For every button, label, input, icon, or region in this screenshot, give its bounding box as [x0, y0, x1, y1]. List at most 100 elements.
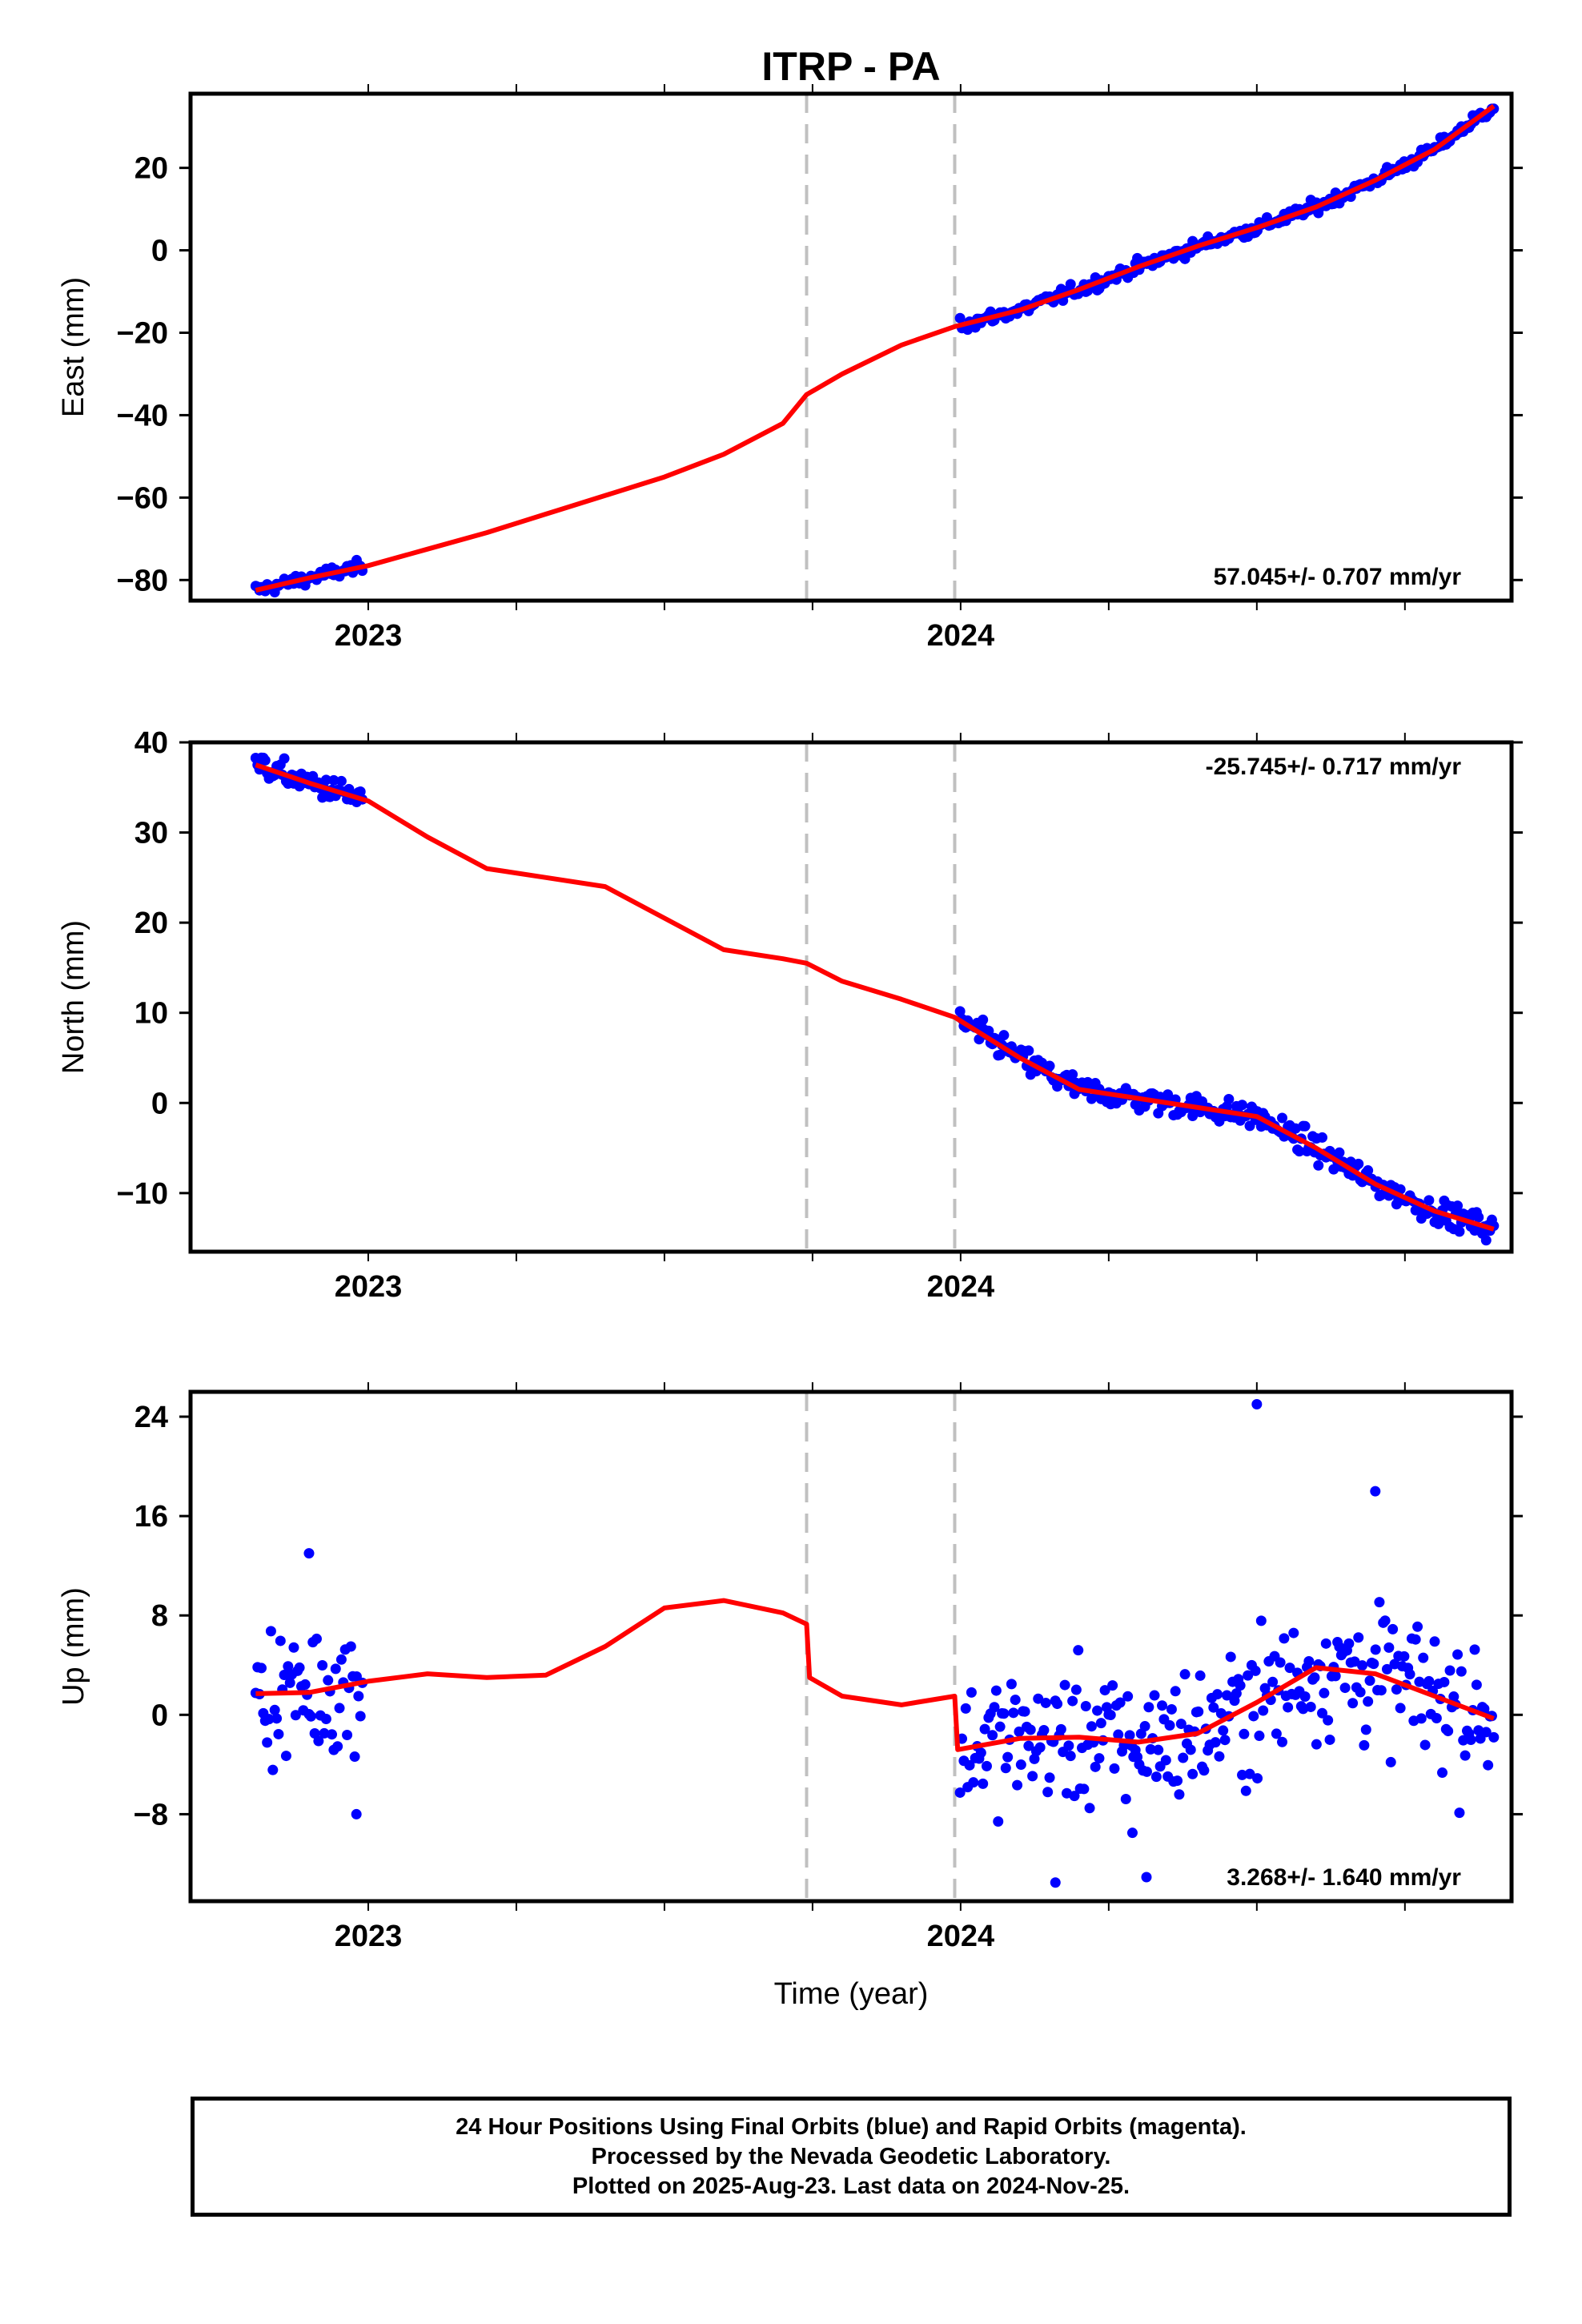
rate-label: 57.045+/- 0.707 mm/yr: [1214, 564, 1462, 590]
data-point: [1105, 1709, 1116, 1720]
data-point: [355, 786, 366, 797]
data-point: [267, 1764, 279, 1775]
data-points: [250, 1399, 1500, 1888]
data-point: [1353, 1158, 1364, 1169]
data-point: [1210, 1737, 1221, 1748]
panel-2: 40 30 20 10 0 −10 2023 2024 North (mm) -25.745+/-…: [57, 726, 1523, 1304]
data-point: [1299, 1691, 1311, 1702]
data-point: [1363, 1165, 1374, 1176]
data-point: [327, 1729, 338, 1740]
data-point: [975, 1747, 986, 1759]
data-point: [299, 1679, 311, 1690]
data-point: [987, 1730, 998, 1741]
data-point: [1084, 1803, 1095, 1814]
data-point: [311, 1633, 322, 1644]
data-point: [1023, 1740, 1034, 1751]
panel-1: 20 0 −20 −40 −60 −80 2023 2024 East (mm) 57.045+/…: [57, 84, 1523, 653]
data-point: [1454, 1226, 1465, 1237]
data-points: [250, 752, 1500, 1246]
data-point: [998, 1708, 1010, 1719]
x-tick-label: 2023: [335, 1920, 403, 1953]
y-tick-label: 20: [135, 907, 168, 940]
data-point: [1067, 1069, 1078, 1080]
data-point: [1370, 1644, 1381, 1655]
data-point: [1065, 279, 1076, 290]
data-point: [1221, 1690, 1232, 1701]
data-point: [265, 1626, 276, 1637]
rate-label: -25.745+/- 0.717 mm/yr: [1206, 754, 1462, 780]
plot-frame: [188, 91, 1514, 603]
data-point: [954, 312, 966, 324]
data-point: [1404, 1669, 1415, 1680]
data-point: [1052, 1699, 1063, 1710]
data-point: [263, 1714, 275, 1725]
data-point: [1364, 1675, 1375, 1687]
data-point: [1063, 1740, 1074, 1751]
data-point: [1014, 1726, 1025, 1737]
data-point: [279, 753, 290, 764]
data-point: [1363, 1696, 1374, 1707]
panel-3: 24 16 8 0 −8 2023 2024 Up (mm) 3.268+/- 1.640 mm…: [57, 1382, 1523, 1953]
data-point: [1275, 1657, 1286, 1668]
data-point: [1157, 1700, 1168, 1711]
model-line: [255, 1598, 1495, 1752]
data-point: [1437, 1767, 1448, 1779]
data-point: [1410, 1634, 1421, 1645]
data-point: [1277, 1112, 1288, 1124]
data-point: [1055, 1723, 1066, 1735]
data-point: [983, 1025, 994, 1036]
data-point: [1456, 1666, 1467, 1677]
data-point: [280, 1751, 291, 1762]
data-point: [1000, 1763, 1011, 1774]
data-point: [1070, 1684, 1082, 1695]
data-point: [998, 1030, 1010, 1041]
data-point: [1187, 1768, 1199, 1779]
data-point: [294, 1662, 305, 1673]
data-point: [1015, 1759, 1026, 1771]
data-point: [1387, 1623, 1399, 1634]
data-point: [1166, 1703, 1177, 1715]
y-tick-label: −40: [117, 399, 168, 432]
data-point: [1044, 1060, 1055, 1072]
data-point: [1008, 1707, 1019, 1719]
data-point: [353, 1691, 364, 1702]
data-point: [1294, 1146, 1305, 1157]
data-point: [1109, 1763, 1120, 1774]
data-point: [1141, 1766, 1152, 1777]
data-point: [1359, 1739, 1370, 1751]
data-point: [990, 1685, 1002, 1696]
data-point: [1012, 1779, 1023, 1791]
data-point: [1179, 1669, 1191, 1680]
data-point: [1284, 1663, 1295, 1674]
data-point: [1277, 1736, 1288, 1747]
data-point: [1444, 1665, 1456, 1676]
data-point: [1454, 1807, 1465, 1819]
data-point: [1347, 1698, 1359, 1709]
data-point: [1044, 1772, 1055, 1783]
data-point: [256, 1663, 267, 1674]
data-point: [1160, 1755, 1171, 1766]
data-point: [1465, 1735, 1476, 1745]
data-point: [1299, 1120, 1311, 1132]
data-point: [1042, 1787, 1054, 1798]
data-point: [1324, 1734, 1335, 1745]
data-point: [1153, 1744, 1164, 1755]
data-point: [1323, 1715, 1334, 1726]
data-point: [1033, 1693, 1044, 1704]
data-point: [1231, 1688, 1242, 1699]
data-point: [1319, 1687, 1330, 1699]
data-point: [1483, 1759, 1494, 1771]
data-point: [1355, 1687, 1366, 1698]
data-point: [1092, 1705, 1103, 1716]
data-point: [960, 1703, 971, 1714]
data-point: [1223, 1093, 1235, 1104]
data-point: [1317, 1132, 1328, 1143]
data-point: [284, 1677, 295, 1688]
data-point: [1330, 1671, 1341, 1682]
data-point: [1099, 1685, 1110, 1696]
data-point: [1267, 1676, 1279, 1687]
data-point: [1353, 1632, 1364, 1643]
data-point: [1320, 1638, 1331, 1649]
data-point: [978, 1778, 989, 1789]
data-point: [1069, 1791, 1080, 1802]
